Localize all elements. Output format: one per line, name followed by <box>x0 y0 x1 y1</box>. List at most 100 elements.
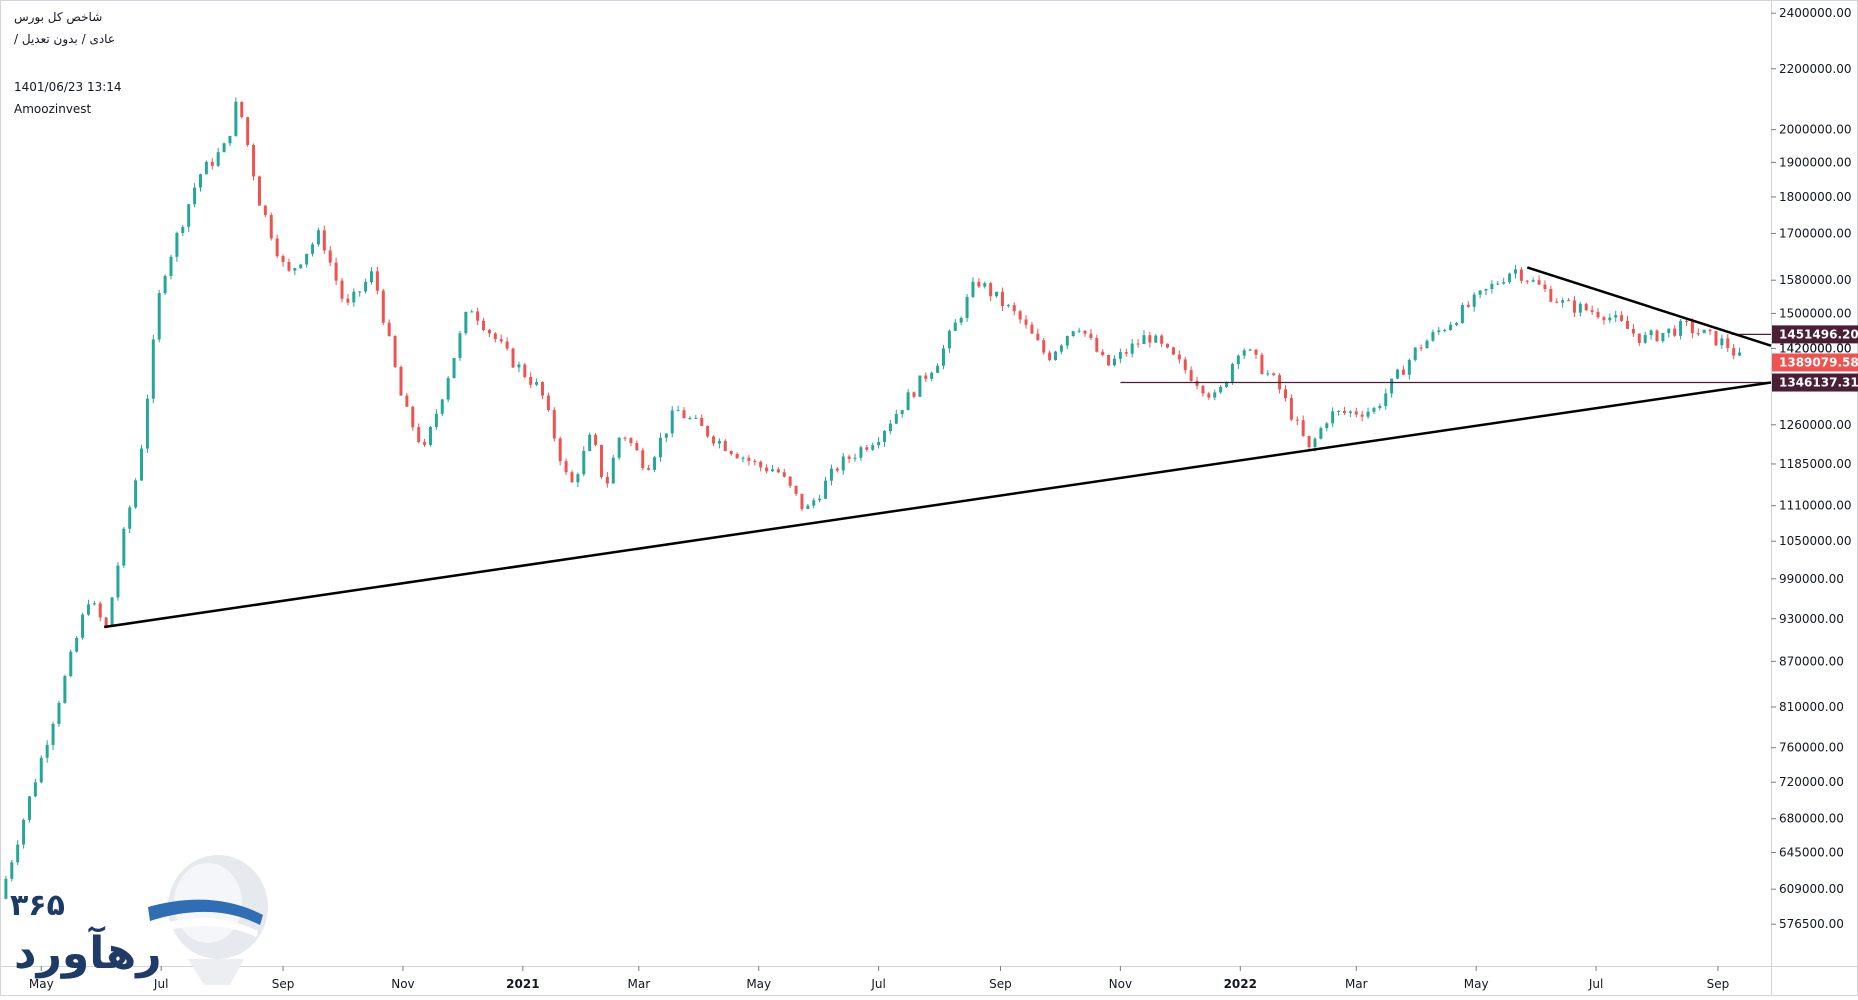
candle-up <box>16 844 20 863</box>
candle-down <box>641 450 645 469</box>
candle-up <box>434 413 438 428</box>
candle-down <box>1690 321 1694 334</box>
candle-up <box>1006 305 1010 307</box>
candle-down <box>1519 269 1523 281</box>
candle-up <box>1738 352 1742 356</box>
y-tick-label: 1050000.00 <box>1779 534 1852 548</box>
candle-up <box>1455 323 1459 325</box>
candle-down <box>647 468 651 470</box>
current-price-label-bg <box>1772 353 1858 372</box>
candle-down <box>523 364 527 378</box>
candle-up <box>428 427 432 445</box>
candle-down <box>1160 335 1164 344</box>
adjust-mode: عادی / بدون تعدیل / <box>14 32 115 46</box>
candle-down <box>712 436 716 444</box>
candle-down <box>346 298 350 303</box>
price-axis[interactable]: 576500.00 609000.00 645000.00 680000.00 7200… <box>1771 6 1852 931</box>
candle-down <box>1201 385 1205 394</box>
x-tick-label: Nov <box>1109 977 1132 991</box>
candle-down <box>546 395 550 411</box>
candle-up <box>63 676 67 703</box>
candle-down <box>275 238 279 257</box>
candle-up <box>358 291 362 293</box>
candle-up <box>187 204 191 227</box>
candle-down <box>375 271 379 291</box>
candle-up <box>953 322 957 331</box>
candle-down <box>1260 354 1264 375</box>
candle-up <box>198 174 202 188</box>
candle-up <box>86 604 90 615</box>
candle-up <box>122 528 126 566</box>
candle-down <box>682 410 686 419</box>
candle-up <box>234 101 238 136</box>
candle-up <box>694 417 698 419</box>
candle-down <box>1572 300 1576 313</box>
candle-up <box>1077 330 1081 332</box>
candle-up <box>517 364 521 368</box>
candle-down <box>493 333 497 340</box>
candle-up <box>45 744 49 758</box>
candle-down <box>1283 389 1287 399</box>
candle-up <box>971 281 975 297</box>
candle-down <box>912 392 916 397</box>
candle-up <box>4 878 8 899</box>
candle-up <box>841 456 845 471</box>
candle-down <box>1189 370 1193 381</box>
candle-down <box>989 283 993 297</box>
candle-down <box>1036 333 1040 341</box>
candle-down <box>1596 311 1600 318</box>
candle-up <box>1679 320 1683 336</box>
candle-down <box>594 434 598 445</box>
candle-down <box>381 290 385 323</box>
y-tick-label: 990000.00 <box>1779 572 1844 586</box>
y-tick-label: 1580000.00 <box>1779 273 1852 287</box>
trendlines-group <box>103 266 1772 629</box>
support-level-label: 1346137.31 <box>1779 376 1858 390</box>
candle-down <box>1466 304 1470 307</box>
y-tick-label: 645000.00 <box>1779 846 1844 860</box>
candle-down <box>570 472 574 483</box>
candle-down <box>759 461 763 468</box>
candle-up <box>770 469 774 472</box>
candle-up <box>535 382 539 385</box>
candle-down <box>1401 369 1405 375</box>
time-axis[interactable]: May Jul Sep Nov 2021 Mar May Jul Sep Nov 2022 Mar Ma… <box>29 966 1729 991</box>
candle-down <box>788 476 792 486</box>
candle-down <box>865 447 869 450</box>
candle-down <box>1301 420 1305 436</box>
candle-up <box>92 603 96 605</box>
candle-down <box>340 280 344 299</box>
candle-up <box>293 268 297 271</box>
y-tick-label: 609000.00 <box>1779 882 1844 896</box>
candle-down <box>924 375 928 379</box>
candle-down <box>1543 284 1547 290</box>
candle-up <box>22 819 26 845</box>
candle-down <box>1549 289 1553 302</box>
candle-up <box>163 275 167 294</box>
y-tick-label: 2000000.00 <box>1779 123 1852 137</box>
candle-up <box>1443 330 1447 332</box>
candle-up <box>1437 330 1441 333</box>
candle-down <box>1124 352 1128 354</box>
candle-up <box>1054 351 1058 361</box>
candle-down <box>334 262 338 281</box>
candle-up <box>116 565 120 598</box>
candle-up <box>222 143 226 153</box>
candle-down <box>1537 280 1541 285</box>
y-tick-label: 1110000.00 <box>1779 499 1852 513</box>
candle-down <box>541 382 545 396</box>
candle-down <box>1254 349 1258 355</box>
candle-up <box>829 468 833 481</box>
y-tick-label: 1700000.00 <box>1779 226 1852 240</box>
candle-up <box>81 614 85 638</box>
candle-up <box>1384 393 1388 406</box>
candle-up <box>1230 364 1234 382</box>
x-tick-label: Sep <box>1707 977 1730 991</box>
candle-up <box>1219 386 1223 393</box>
candle-down <box>605 476 609 484</box>
logo-number: ۳۶۵ <box>10 888 65 923</box>
